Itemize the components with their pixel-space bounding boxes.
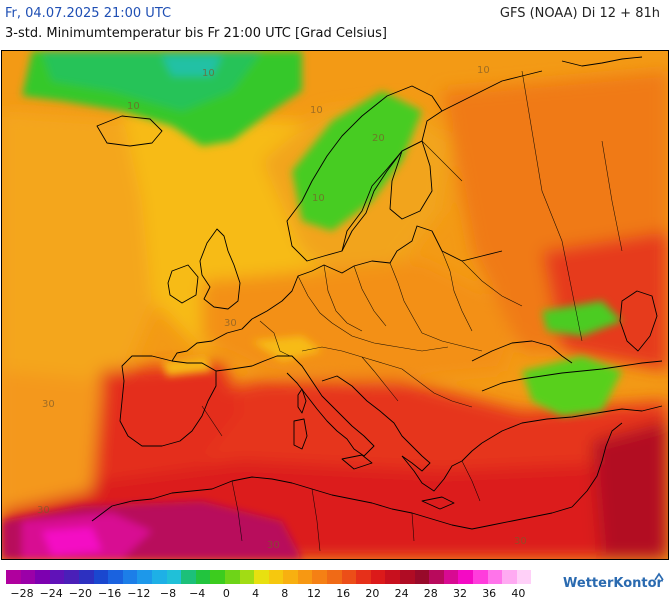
color-scale-cell <box>93 570 109 584</box>
color-scale-cell <box>458 570 473 584</box>
color-scale-cell <box>122 570 138 584</box>
isoline-label: 30 <box>514 536 527 547</box>
color-scale-cell <box>283 570 298 584</box>
color-scale-cell <box>78 570 94 584</box>
color-scale-cell <box>370 570 386 584</box>
color-scale-cell <box>49 570 65 584</box>
isoline-label: 10 <box>202 68 215 79</box>
color-scale-cell <box>151 570 167 584</box>
isoline-label: 20 <box>372 133 385 144</box>
color-scale-cell <box>516 570 532 584</box>
borders <box>201 70 623 552</box>
isoline-label: 10 <box>310 105 323 116</box>
color-scale-cell <box>239 570 255 584</box>
color-scale-cell <box>429 570 444 584</box>
color-scale-cell <box>473 570 488 584</box>
color-scale-tick-label: 12 <box>307 587 321 600</box>
color-scale-tick-label: −24 <box>39 587 63 600</box>
color-scale-tick-label: 36 <box>482 587 497 600</box>
model-run: GFS (NOAA) Di 12 + 81h <box>499 6 660 21</box>
color-scale-tick-label: 0 <box>222 587 230 600</box>
isoline-label: 10 <box>312 193 325 204</box>
color-scale-cell <box>443 570 459 584</box>
isoline-label: 10 <box>477 65 490 76</box>
color-scale-cell <box>341 570 357 584</box>
isoline-label: 10 <box>127 101 140 112</box>
color-scale-cell <box>108 570 123 584</box>
logo-mark-icon <box>654 572 664 581</box>
color-scale-tick-label: −28 <box>10 587 34 600</box>
color-scale-cell <box>297 570 313 584</box>
color-scale-tick-label: −4 <box>189 587 206 600</box>
green-zones <box>2 51 622 559</box>
wetterkontor-logo[interactable]: WetterKontor <box>563 576 663 591</box>
color-scale-tick-label: 28 <box>423 587 438 600</box>
color-scale-cell <box>268 570 284 584</box>
color-scale-cell <box>400 570 415 584</box>
isoline-labels: 10 10 10 10 10 20 30 30 30 30 30 <box>37 65 527 551</box>
parameter-title: 3-std. Minimumtemperatur bis Fr 21:00 UT… <box>5 26 388 41</box>
temperature-map[interactable]: 10 10 10 10 10 20 30 30 30 30 30 <box>1 50 669 560</box>
isoline-label: 30 <box>267 540 280 551</box>
color-scale-cell <box>35 570 50 584</box>
color-scale-tick-label: −16 <box>97 587 122 600</box>
color-scale-ticks: −28 −24 −20 −16 −12 −8 −4 0 4 8 12 16 20 24 28 32 36 40 <box>6 587 536 601</box>
color-scale-tick-label: −12 <box>127 587 151 600</box>
color-scale-tick-label: −8 <box>159 587 177 600</box>
color-scale-tick-label: 24 <box>394 587 409 600</box>
color-scale-cell <box>385 570 401 584</box>
color-scale-cell <box>20 570 36 584</box>
color-scale-tick-label: 8 <box>281 587 289 600</box>
color-scale-cell <box>137 570 152 584</box>
color-scale-tick-label: 32 <box>453 587 467 600</box>
color-scale-tick-label: −20 <box>68 587 92 600</box>
color-scale-cell <box>6 570 21 584</box>
color-scale-tick-label: 4 <box>252 587 260 600</box>
color-scale-cell <box>181 570 196 584</box>
isoline-label: 30 <box>37 505 50 516</box>
color-scale-cell <box>210 570 225 584</box>
color-scale-cell <box>356 570 371 584</box>
color-scale-cell <box>414 570 430 584</box>
color-scale-cell <box>224 570 240 584</box>
color-scale-cell <box>195 570 211 584</box>
color-scale-cell <box>327 570 342 584</box>
color-scale-cell <box>312 570 328 584</box>
valid-time: Fr, 04.07.2025 21:00 UTC <box>5 6 172 21</box>
color-scale-cell <box>166 570 182 584</box>
color-scale-cell <box>487 570 503 584</box>
color-scale-cell <box>254 570 269 584</box>
color-scale-cell <box>64 570 79 584</box>
map-canvas: 10 10 10 10 10 20 30 30 30 30 30 <box>2 51 668 559</box>
color-scale-tick-label: 16 <box>336 587 351 600</box>
isoline-label: 30 <box>42 399 55 410</box>
isoline-label: 30 <box>224 318 237 329</box>
temperature-field <box>2 71 668 559</box>
coastlines <box>91 56 663 530</box>
color-scale-tick-label: 20 <box>365 587 380 600</box>
color-scale-bar <box>6 570 532 584</box>
color-scale-cell <box>502 570 517 584</box>
color-scale-tick-label: 40 <box>511 587 526 600</box>
